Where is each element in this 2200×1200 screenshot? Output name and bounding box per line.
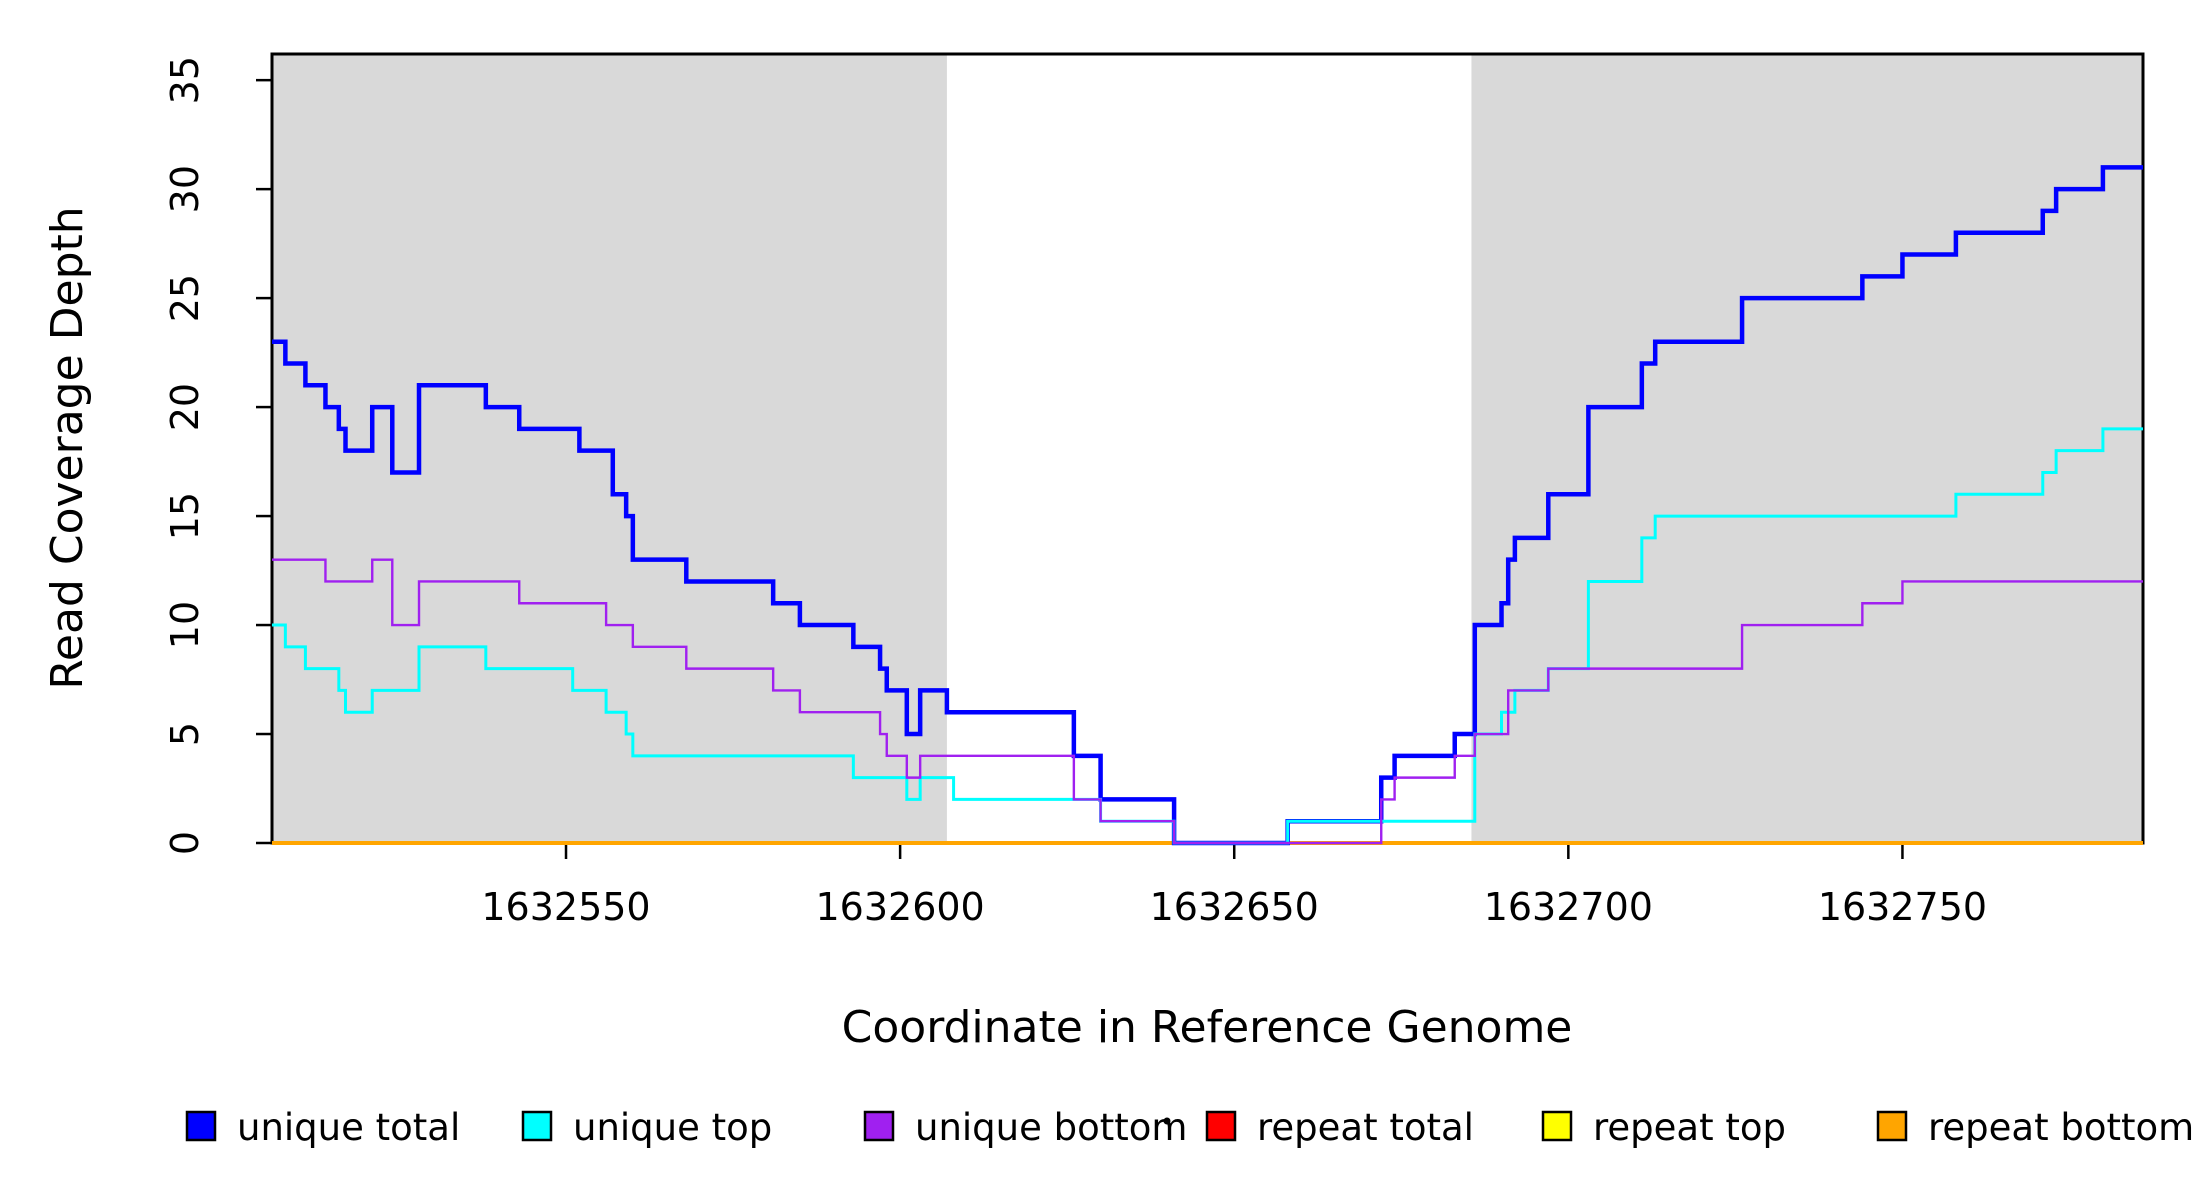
series-line-unique-top bbox=[272, 427, 2143, 845]
y-tick-label: 30 bbox=[163, 165, 207, 213]
legend-item-repeat-bottom: repeat bottom bbox=[1876, 1106, 2194, 1149]
y-tick-label: 10 bbox=[163, 601, 207, 649]
legend: unique total unique top unique bottom repea… bbox=[185, 1106, 2194, 1149]
y-axis-title: Read Coverage Depth bbox=[42, 206, 93, 689]
legend-swatch-repeat-top bbox=[1541, 1110, 1573, 1142]
x-tick-label: 1632600 bbox=[815, 885, 984, 929]
series-group bbox=[272, 165, 2143, 846]
x-tick-label: 1632550 bbox=[481, 885, 650, 929]
y-tick-label: 15 bbox=[163, 492, 207, 540]
series-line-unique-bottom bbox=[272, 558, 2143, 845]
legend-swatch-repeat-total bbox=[1205, 1110, 1237, 1142]
series-line-unique-total bbox=[272, 165, 2143, 846]
legend-swatch-unique-bottom bbox=[863, 1110, 895, 1142]
legend-swatch-unique-top bbox=[521, 1110, 553, 1142]
y-tick-label: 5 bbox=[163, 722, 207, 746]
legend-stray-dot bbox=[1163, 1117, 1171, 1125]
legend-swatch-repeat-bottom bbox=[1876, 1110, 1908, 1142]
legend-label-unique-top: unique top bbox=[573, 1106, 772, 1149]
legend-label-repeat-bottom: repeat bottom bbox=[1928, 1106, 2194, 1149]
legend-item-repeat-total: repeat total bbox=[1205, 1106, 1474, 1149]
legend-item-repeat-top: repeat top bbox=[1541, 1106, 1786, 1149]
y-axis-ticks: 0 5 10 15 20 25 30 35 bbox=[163, 56, 272, 855]
y-tick-label: 35 bbox=[163, 56, 207, 104]
x-axis-title: Coordinate in Reference Genome bbox=[842, 1002, 1573, 1053]
legend-label-repeat-top: repeat top bbox=[1593, 1106, 1786, 1149]
legend-item-unique-total: unique total bbox=[185, 1106, 460, 1149]
shaded-region bbox=[1471, 54, 2143, 843]
legend-label-unique-total: unique total bbox=[237, 1106, 460, 1149]
y-tick-label: 20 bbox=[163, 383, 207, 431]
x-tick-label: 1632750 bbox=[1818, 885, 1987, 929]
x-tick-label: 1632700 bbox=[1484, 885, 1653, 929]
legend-item-unique-top: unique top bbox=[521, 1106, 772, 1149]
legend-swatch-unique-total bbox=[185, 1110, 217, 1142]
legend-label-unique-bottom: unique bottom bbox=[915, 1106, 1187, 1149]
y-tick-label: 25 bbox=[163, 274, 207, 322]
legend-item-unique-bottom: unique bottom bbox=[863, 1106, 1187, 1149]
x-tick-label: 1632650 bbox=[1150, 885, 1319, 929]
y-tick-label: 0 bbox=[163, 831, 207, 855]
x-axis-ticks: 1632550 1632600 1632650 1632700 1632750 bbox=[481, 843, 1987, 929]
legend-label-repeat-total: repeat total bbox=[1257, 1106, 1474, 1149]
shaded-regions-group bbox=[272, 54, 2143, 843]
